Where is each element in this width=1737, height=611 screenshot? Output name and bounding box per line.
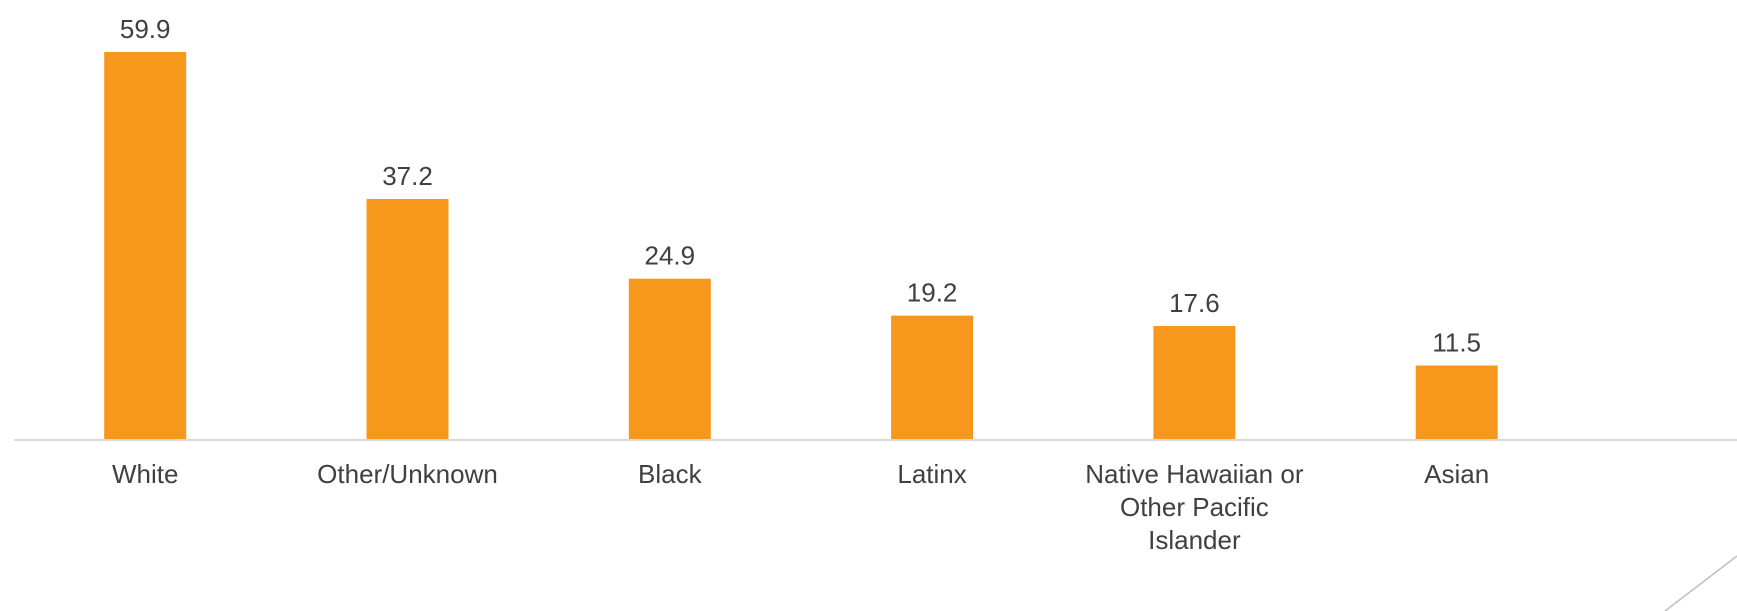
data-label-5: 17.6 <box>1169 288 1220 318</box>
category-label-5: Native Hawaiian or Other Pacific Islander <box>1085 459 1304 555</box>
category-label-line: Latinx <box>897 459 966 489</box>
data-labels-layer: 59.9 37.2 24.9 19.2 17.6 11.5 <box>120 14 1481 358</box>
category-labels-layer: White Other/Unknown Black Latinx Native Hawa… <box>112 459 1489 555</box>
bars-layer <box>104 52 1498 440</box>
category-label-2: Other/Unknown <box>317 459 498 489</box>
bar-2 <box>366 199 449 440</box>
data-label-1: 59.9 <box>120 14 171 44</box>
category-label-1: White <box>112 459 178 489</box>
data-label-6: 11.5 <box>1432 328 1481 358</box>
category-label-line: White <box>112 459 178 489</box>
category-label-line: Other Pacific <box>1120 492 1269 522</box>
category-label-line: Asian <box>1424 459 1489 489</box>
category-label-6: Asian <box>1424 459 1489 489</box>
category-label-line: Native Hawaiian or <box>1085 459 1304 489</box>
bar-6 <box>1415 365 1498 440</box>
data-label-4: 19.2 <box>907 278 958 308</box>
category-label-4: Latinx <box>897 459 966 489</box>
category-label-line: Black <box>638 459 703 489</box>
bar-4 <box>891 315 974 440</box>
data-label-2: 37.2 <box>382 161 433 191</box>
bar-3 <box>628 278 711 440</box>
corner-accent-line <box>1664 555 1737 611</box>
category-label-line: Islander <box>1148 525 1241 555</box>
category-label-3: Black <box>638 459 703 489</box>
bar-5 <box>1153 326 1236 440</box>
bar-1 <box>104 52 187 440</box>
category-label-line: Other/Unknown <box>317 459 498 489</box>
data-label-3: 24.9 <box>644 241 695 271</box>
